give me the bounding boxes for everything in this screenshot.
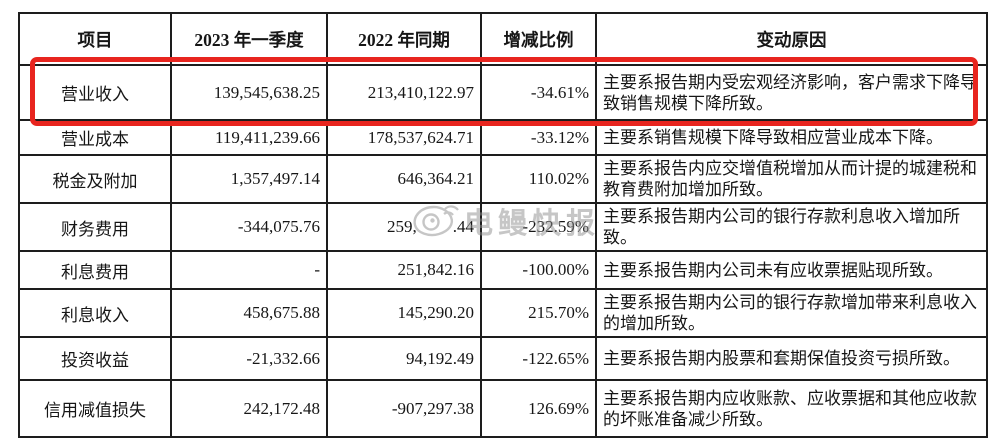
table-row: 利息收入 458,675.88 145,290.20 215.70% 主要系报告期内公司… <box>18 288 988 338</box>
change-ratio-cell: 126.69% <box>480 379 597 438</box>
value-2022-cell: 213,410,122.97 <box>326 64 482 121</box>
item-cell: 营业收入 <box>18 64 172 121</box>
change-reason-cell: 主要系报告期内应收账款、应收票据和其他应收款的坏账准备减少所致。 <box>595 379 988 438</box>
value-2023-cell: - <box>170 250 328 290</box>
header-change-ratio: 增减比例 <box>480 12 597 66</box>
value-2023-cell: -21,332.66 <box>170 336 328 381</box>
value-2023-cell: 119,411,239.66 <box>170 119 328 156</box>
table-row: 投资收益 -21,332.66 94,192.49 -122.65% 主要系报告期内股票… <box>18 336 988 381</box>
table-body: 营业收入 139,545,638.25 213,410,122.97 -34.61% 主… <box>18 64 988 438</box>
table-row: 税金及附加 1,357,497.14 646,364.21 110.02% 主要系报告内… <box>18 154 988 204</box>
value-2022-cell: 251,842.16 <box>326 250 482 290</box>
value-2023-cell: 1,357,497.14 <box>170 154 328 204</box>
value-2023-cell: 139,545,638.25 <box>170 64 328 121</box>
value-2023-cell: -344,075.76 <box>170 202 328 252</box>
header-change-reason: 变动原因 <box>595 12 988 66</box>
change-reason-cell: 主要系报告期内公司的银行存款利息收入增加所致。 <box>595 202 988 252</box>
value-2023-cell: 458,675.88 <box>170 288 328 338</box>
item-cell: 利息费用 <box>18 250 172 290</box>
change-ratio-cell: -100.00% <box>480 250 597 290</box>
obscured-value-prefix: 259, <box>387 217 417 236</box>
obscured-value-suffix: .44 <box>452 217 474 236</box>
table-row: 财务费用 -344,075.76 259, .44 -232.59% 主要系报告期内公司的… <box>18 202 988 252</box>
change-ratio-cell: 215.70% <box>480 288 597 338</box>
value-2022-cell: -907,297.38 <box>326 379 482 438</box>
change-reason-cell: 主要系报告期内股票和套期保值投资亏损所致。 <box>595 336 988 381</box>
table-row: 利息费用 -251,842.16 -100.00% 主要系报告期内公司未有应收票据贴现… <box>18 250 988 290</box>
item-cell: 投资收益 <box>18 336 172 381</box>
header-2022-same-period: 2022 年同期 <box>326 12 482 66</box>
table-header-row: 项目 2023 年一季度 2022 年同期 增减比例 变动原因 <box>18 12 988 66</box>
value-2023-cell: 242,172.48 <box>170 379 328 438</box>
item-cell: 信用减值损失 <box>18 379 172 438</box>
value-2022-cell: 145,290.20 <box>326 288 482 338</box>
header-item: 项目 <box>18 12 172 66</box>
financial-change-table: 项目 2023 年一季度 2022 年同期 增减比例 变动原因 营业收入 139,… <box>18 12 988 438</box>
change-reason-cell: 主要系报告期内公司未有应收票据贴现所致。 <box>595 250 988 290</box>
item-cell: 利息收入 <box>18 288 172 338</box>
change-reason-cell: 主要系报告期内受宏观经济影响，客户需求下降导致销售规模下降所致。 <box>595 64 988 121</box>
change-ratio-cell: -33.12% <box>480 119 597 156</box>
change-ratio-cell: -122.65% <box>480 336 597 381</box>
value-2022-cell: 178,537,624.71 <box>326 119 482 156</box>
item-cell: 营业成本 <box>18 119 172 156</box>
change-ratio-cell: -232.59% <box>480 202 597 252</box>
value-2022-cell: 646,364.21 <box>326 154 482 204</box>
change-reason-cell: 主要系销售规模下降导致相应营业成本下降。 <box>595 119 988 156</box>
item-cell: 税金及附加 <box>18 154 172 204</box>
value-2022-cell: 94,192.49 <box>326 336 482 381</box>
table-row: 信用减值损失 242,172.48 -907,297.38 126.69% 主要系报告期… <box>18 379 988 438</box>
change-reason-cell: 主要系报告内应交增值税增加从而计提的城建税和教育费附加增加所致。 <box>595 154 988 204</box>
table-row: 营业成本 119,411,239.66 178,537,624.71 -33.12% 主… <box>18 119 988 156</box>
change-ratio-cell: -34.61% <box>480 64 597 121</box>
header-2023-q1: 2023 年一季度 <box>170 12 328 66</box>
table-row-highlighted: 营业收入 139,545,638.25 213,410,122.97 -34.61% 主… <box>18 64 988 121</box>
value-2022-cell: 259, .44 <box>326 202 482 252</box>
item-cell: 财务费用 <box>18 202 172 252</box>
change-reason-cell: 主要系报告期内公司的银行存款增加带来利息收入的增加所致。 <box>595 288 988 338</box>
change-ratio-cell: 110.02% <box>480 154 597 204</box>
